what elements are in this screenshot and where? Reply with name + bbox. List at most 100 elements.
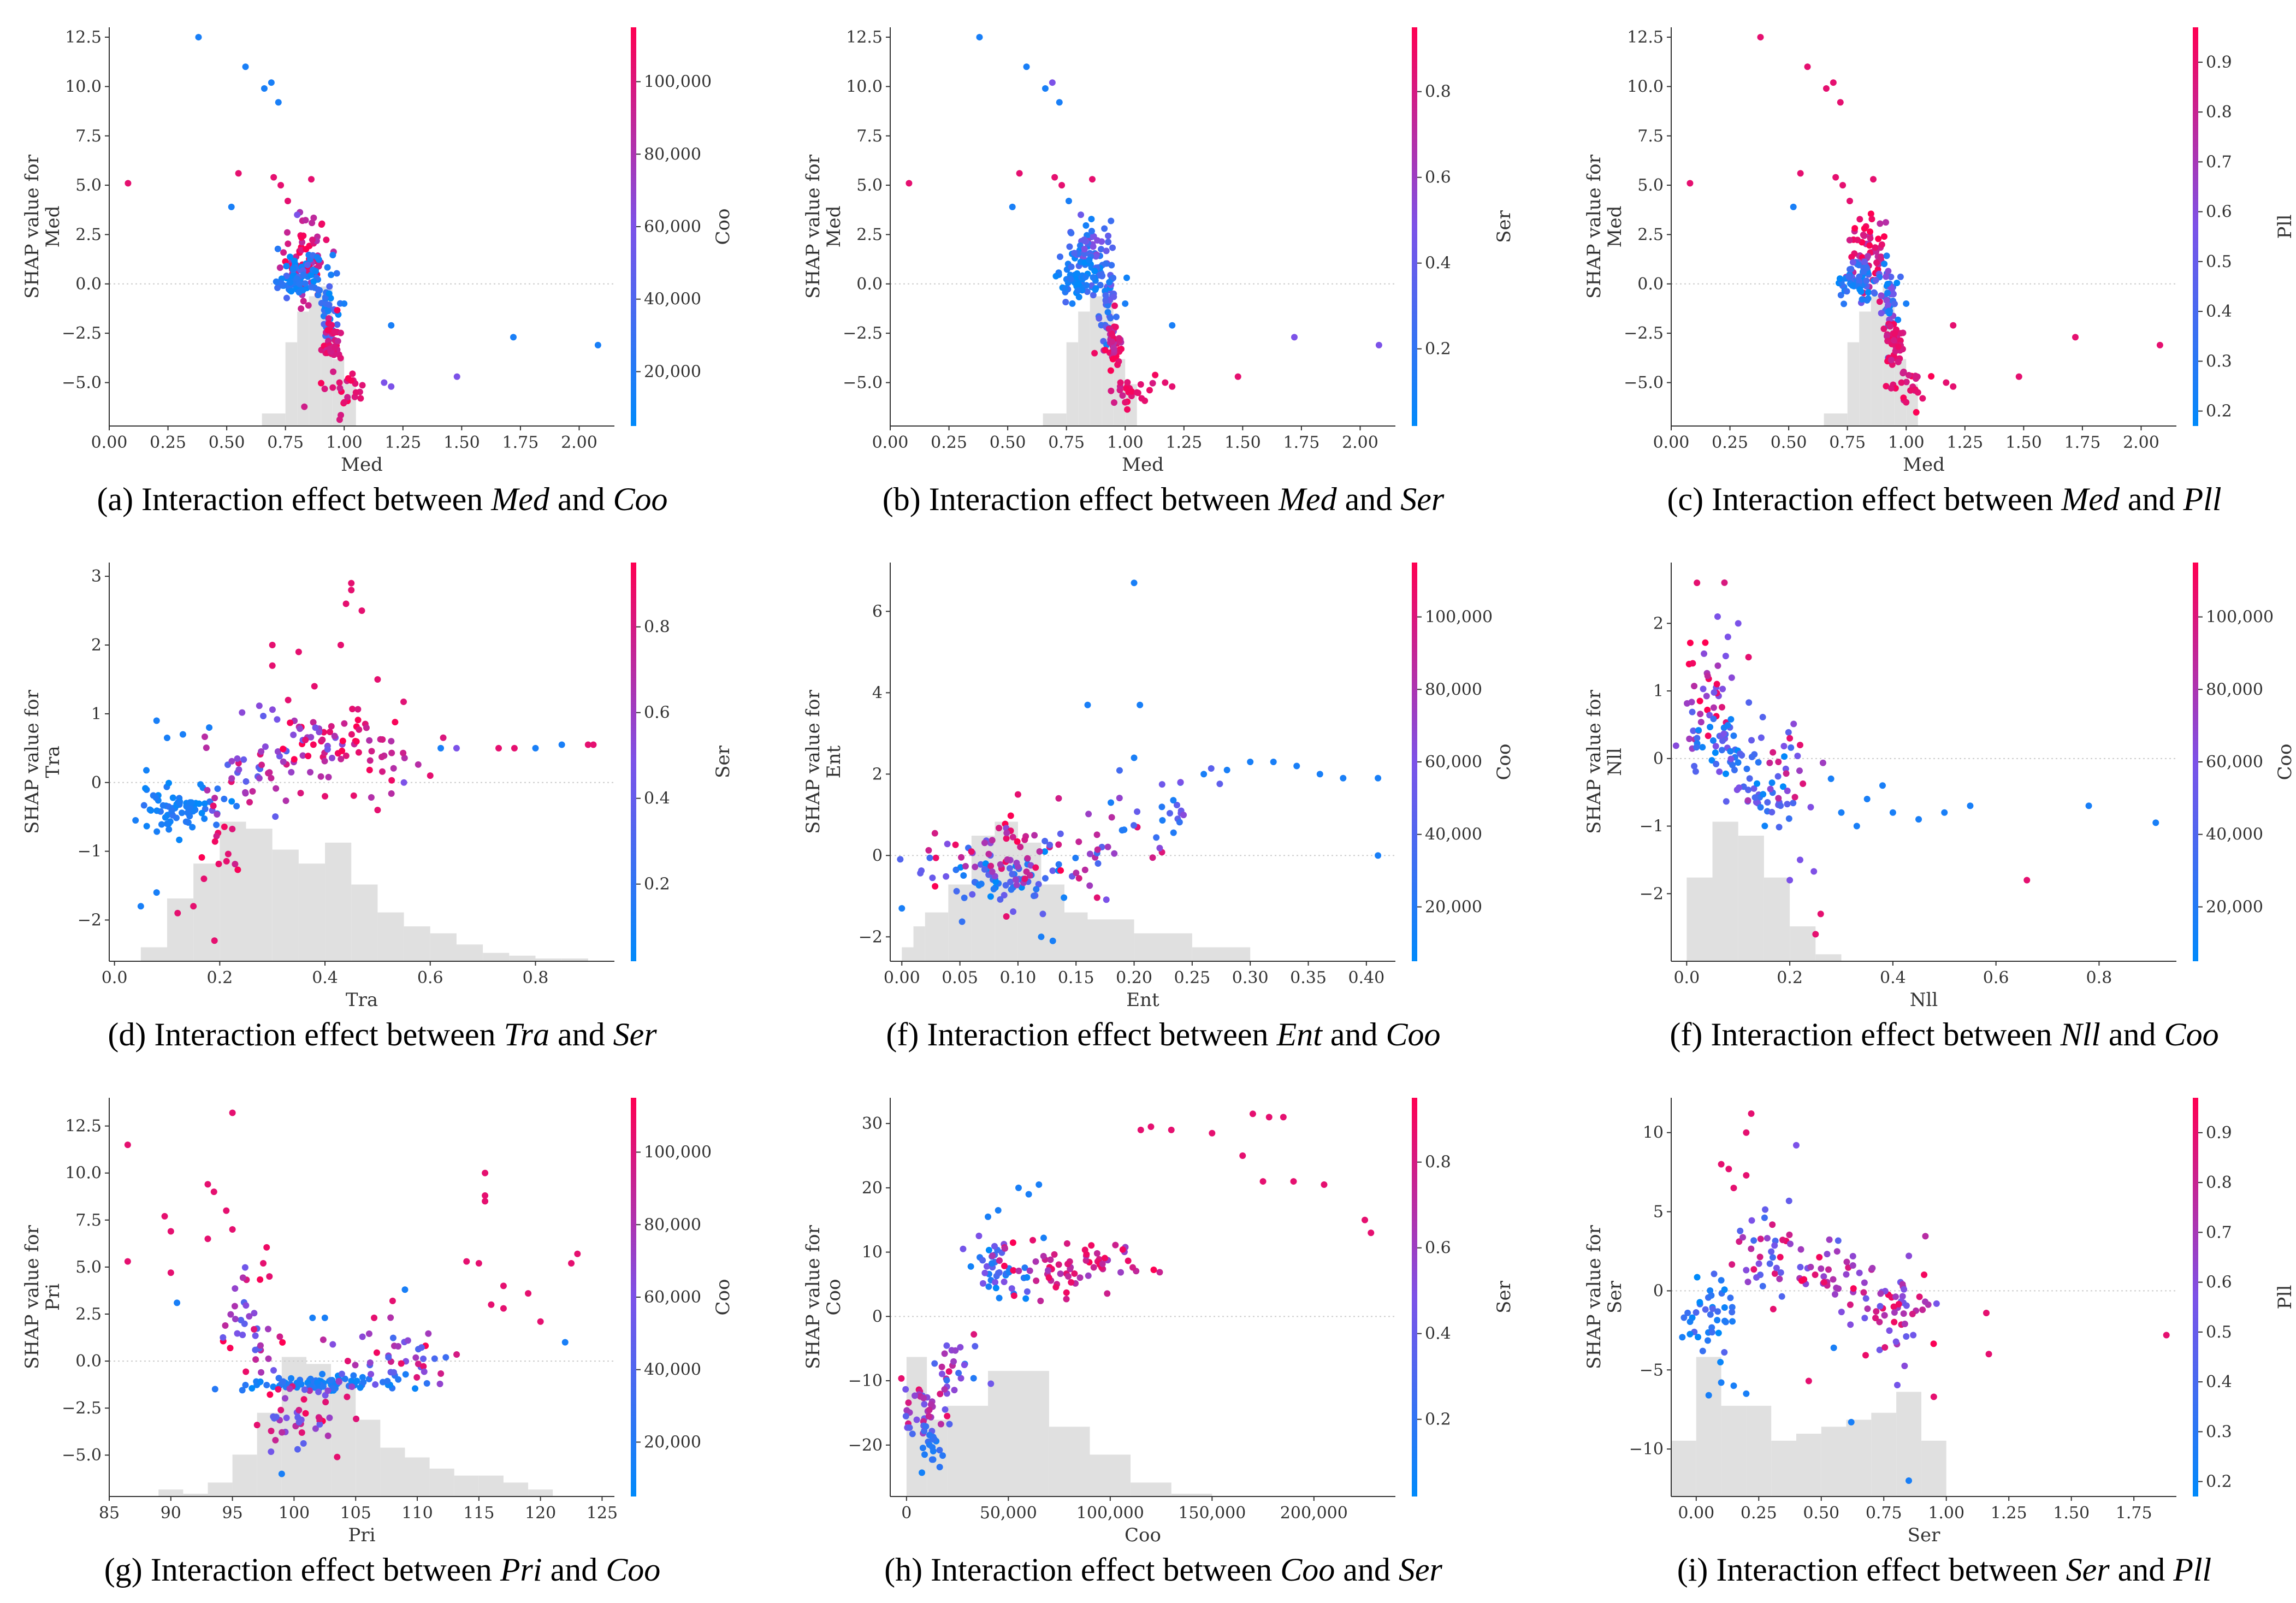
data-point <box>239 709 246 716</box>
data-point <box>921 1400 928 1407</box>
y-tick-label: 10 <box>862 1243 883 1262</box>
x-axis-label: Med <box>1122 454 1164 476</box>
data-point <box>1862 1352 1869 1359</box>
data-point <box>272 813 279 820</box>
x-tick-label: 0.00 <box>884 968 920 987</box>
data-point <box>1766 1260 1773 1267</box>
data-point <box>1057 830 1064 837</box>
data-point <box>981 866 988 873</box>
hist-bar <box>1921 1440 1946 1496</box>
data-point <box>1002 882 1009 889</box>
data-point <box>1731 766 1738 773</box>
hist-bar <box>535 958 562 961</box>
data-point <box>1074 287 1081 294</box>
colorbar-tick-label: 80,000 <box>644 145 701 164</box>
data-point <box>248 1385 256 1392</box>
data-point <box>328 754 335 761</box>
hist-bar <box>1090 1454 1131 1496</box>
data-point <box>142 785 149 792</box>
data-point <box>1029 1237 1037 1244</box>
data-point <box>1040 1234 1047 1241</box>
data-point <box>1694 735 1701 742</box>
hist-bar <box>208 1482 233 1496</box>
data-point <box>310 741 317 748</box>
data-point <box>1851 225 1859 232</box>
colorbar-tick-label: 20,000 <box>644 1433 701 1452</box>
caption-feature-1: Coo <box>1280 1552 1335 1588</box>
x-tick-label: 2.00 <box>561 433 597 452</box>
colorbar <box>2193 563 2198 961</box>
data-point <box>1950 322 1957 329</box>
data-point <box>1108 387 1115 394</box>
colorbar-label-text: Ser <box>1493 1280 1515 1313</box>
data-point <box>1707 1311 1714 1318</box>
data-point <box>1910 1332 1917 1339</box>
data-point <box>332 344 339 351</box>
data-point <box>1838 1309 1845 1316</box>
data-point <box>1895 358 1902 365</box>
data-point <box>201 815 208 822</box>
data-point <box>1133 389 1140 396</box>
colorbar-label-text: Coo <box>712 209 734 245</box>
data-point <box>348 731 355 738</box>
hist-bar <box>995 821 1018 961</box>
data-point <box>295 648 302 655</box>
data-point <box>1105 232 1112 239</box>
data-point <box>1886 1327 1893 1334</box>
data-point <box>263 1381 270 1388</box>
data-point <box>329 384 336 391</box>
data-point <box>1270 759 1277 765</box>
data-point <box>1104 309 1111 316</box>
hist-bar <box>430 933 457 961</box>
data-point <box>1744 1279 1751 1286</box>
colorbar-tick-label: 0.8 <box>2206 1173 2232 1192</box>
data-point <box>1718 747 1725 754</box>
data-point <box>902 1412 909 1419</box>
data-point <box>1159 817 1166 824</box>
x-tick-label: 2.00 <box>2123 433 2159 452</box>
data-point <box>1156 844 1163 851</box>
data-point <box>295 1419 303 1426</box>
y-tick-label: −2.5 <box>62 324 102 343</box>
caption-feature-2: Ser <box>613 1016 657 1052</box>
data-point <box>348 579 355 587</box>
data-point <box>326 290 333 297</box>
data-point <box>1745 654 1752 661</box>
data-point <box>332 328 339 335</box>
y-tick-label: −5.0 <box>62 373 102 392</box>
data-point <box>997 896 1004 903</box>
data-point <box>1699 744 1706 751</box>
data-point <box>944 1412 951 1419</box>
hist-bar <box>1790 926 1816 961</box>
x-tick-label: 0.50 <box>1771 433 1807 452</box>
data-point <box>366 737 373 744</box>
colorbar-label: Coo <box>712 209 734 245</box>
data-point <box>1884 338 1891 345</box>
data-point <box>1291 334 1298 341</box>
x-tick-label: 0.35 <box>1290 968 1327 987</box>
data-point <box>1069 300 1076 307</box>
data-point <box>1737 1227 1744 1234</box>
colorbar-label-text: Pll <box>2274 215 2296 239</box>
data-point <box>326 1414 333 1421</box>
data-point <box>339 747 346 754</box>
data-point <box>1074 270 1081 277</box>
data-point <box>1150 1266 1157 1273</box>
data-point <box>981 839 988 847</box>
data-point <box>537 1318 544 1325</box>
data-point <box>1672 742 1679 749</box>
data-point <box>913 1416 920 1423</box>
data-point <box>1900 1310 1907 1317</box>
data-point <box>928 1456 936 1463</box>
data-point <box>511 744 518 752</box>
data-point <box>1891 330 1898 338</box>
data-point <box>1108 217 1115 224</box>
data-point <box>1075 293 1082 300</box>
data-point <box>1710 704 1717 711</box>
data-point <box>388 383 395 390</box>
data-point <box>1061 894 1068 901</box>
data-point <box>475 1260 482 1267</box>
colorbar-tick-label: 80,000 <box>644 1215 701 1234</box>
data-point <box>390 765 397 772</box>
